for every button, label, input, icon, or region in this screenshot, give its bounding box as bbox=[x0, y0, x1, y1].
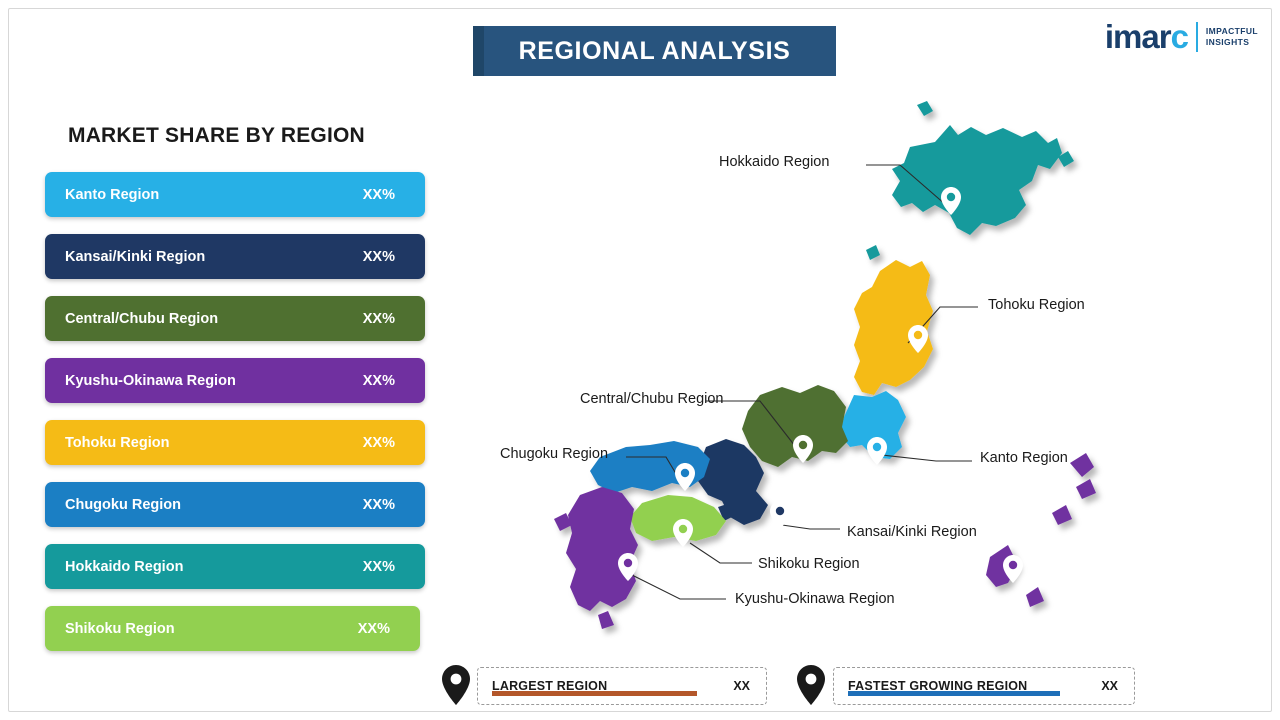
logo-tagline: IMPACTFUL INSIGHTS bbox=[1206, 26, 1258, 49]
largest-region-label: LARGEST REGION bbox=[492, 679, 608, 693]
legend-row[interactable]: Kanto Region XX% bbox=[45, 172, 425, 217]
legend-row-value: XX% bbox=[362, 372, 395, 389]
callout-leader-lines bbox=[626, 164, 978, 600]
pin-okinawa-icon bbox=[1003, 555, 1023, 583]
logo-tagline-line1: IMPACTFUL bbox=[1205, 25, 1258, 36]
panel-title: MARKET SHARE BY REGION bbox=[68, 124, 365, 147]
pin-kyushu-icon bbox=[618, 553, 638, 581]
logo-divider bbox=[1195, 22, 1198, 52]
map-label-central-chubu: Central/Chubu Region bbox=[580, 391, 724, 407]
legend-row-value: XX% bbox=[362, 434, 395, 451]
map-label-kansai-kinki: Kansai/Kinki Region bbox=[847, 524, 977, 540]
legend-row-label: Chugoku Region bbox=[65, 496, 181, 513]
region-hokkaido-islet-2 bbox=[1058, 151, 1074, 167]
page-title: REGIONAL ANALYSIS bbox=[518, 36, 791, 65]
region-hokkaido-islet-3 bbox=[866, 245, 880, 260]
legend-row[interactable]: Hokkaido Region XX% bbox=[45, 544, 425, 589]
largest-region-box: LARGEST REGION XX bbox=[477, 667, 767, 705]
region-legend-list: Kanto Region XX% Kansai/Kinki Region XX% Cen… bbox=[45, 172, 435, 668]
region-okinawa-5 bbox=[1026, 587, 1044, 607]
region-shikoku bbox=[630, 495, 726, 541]
map-label-chugoku: Chugoku Region bbox=[500, 446, 609, 462]
legend-row-label: Kanto Region bbox=[65, 186, 160, 203]
japan-map-svg bbox=[554, 101, 1096, 629]
japan-map: Hokkaido Region Tohoku Region Central/Chub… bbox=[430, 95, 1260, 665]
legend-row-value: XX% bbox=[362, 310, 395, 327]
pin-tohoku-icon bbox=[908, 325, 928, 353]
region-hokkaido-islet-1 bbox=[917, 101, 933, 116]
fastest-region-underline bbox=[848, 691, 1060, 696]
largest-region-pin-icon bbox=[442, 665, 470, 705]
region-kanto bbox=[840, 391, 906, 459]
pin-hokkaido-icon bbox=[941, 187, 961, 215]
legend-row-label: Shikoku Region bbox=[65, 620, 175, 637]
pin-shikoku-icon bbox=[673, 519, 693, 547]
region-kansai-kinki bbox=[698, 439, 768, 525]
map-label-kyushu-okinawa: Kyushu-Okinawa Region bbox=[735, 591, 895, 607]
legend-row[interactable]: Kyushu-Okinawa Region XX% bbox=[45, 358, 425, 403]
logo-tagline-line2: INSIGHTS bbox=[1205, 37, 1250, 47]
map-pins bbox=[618, 187, 1023, 583]
map-label-shikoku: Shikoku Region bbox=[758, 556, 860, 572]
legend-row[interactable]: Kansai/Kinki Region XX% bbox=[45, 234, 425, 279]
banner-accent-bar bbox=[473, 26, 484, 76]
pin-kansai-kinki-icon bbox=[770, 501, 790, 529]
map-label-kanto: Kanto Region bbox=[980, 450, 1068, 466]
region-tohoku bbox=[854, 260, 933, 395]
legend-row[interactable]: Chugoku Region XX% bbox=[45, 482, 425, 527]
imarc-logo: imarc IMPACTFUL INSIGHTS bbox=[1105, 16, 1258, 58]
pin-kanto-icon bbox=[867, 437, 887, 465]
region-hokkaido bbox=[892, 125, 1062, 235]
page-title-banner: REGIONAL ANALYSIS bbox=[473, 26, 836, 76]
map-label-tohoku: Tohoku Region bbox=[988, 297, 1085, 313]
legend-row-value: XX% bbox=[362, 186, 395, 203]
largest-region-value: XX bbox=[733, 679, 750, 693]
region-okinawa-1 bbox=[1070, 453, 1094, 477]
legend-row-value: XX% bbox=[357, 620, 390, 637]
legend-row-label: Kansai/Kinki Region bbox=[65, 248, 206, 265]
legend-row-label: Central/Chubu Region bbox=[65, 310, 219, 327]
legend-row[interactable]: Tohoku Region XX% bbox=[45, 420, 425, 465]
fastest-region-label: FASTEST GROWING REGION bbox=[848, 679, 1028, 693]
legend-row[interactable]: Central/Chubu Region XX% bbox=[45, 296, 425, 341]
region-kyushu-tail bbox=[598, 611, 614, 629]
map-label-hokkaido: Hokkaido Region bbox=[719, 154, 830, 170]
legend-row-label: Tohoku Region bbox=[65, 434, 170, 451]
fastest-region-value: XX bbox=[1101, 679, 1118, 693]
region-kyushu bbox=[566, 487, 638, 611]
legend-row-value: XX% bbox=[362, 248, 395, 265]
region-okinawa-3 bbox=[1052, 505, 1072, 525]
legend-row-label: Kyushu-Okinawa Region bbox=[65, 372, 236, 389]
legend-row-label: Hokkaido Region bbox=[65, 558, 184, 575]
largest-region-underline bbox=[492, 691, 697, 696]
legend-row-value: XX% bbox=[362, 558, 395, 575]
pin-central-chubu-icon bbox=[793, 435, 813, 463]
legend-row[interactable]: Shikoku Region XX% bbox=[45, 606, 420, 651]
fastest-region-box: FASTEST GROWING REGION XX bbox=[833, 667, 1135, 705]
region-kansai-awaji bbox=[718, 503, 736, 521]
logo-wordmark: imarc bbox=[1104, 18, 1189, 55]
fastest-region-pin-icon bbox=[797, 665, 825, 705]
legend-row-value: XX% bbox=[362, 496, 395, 513]
region-okinawa-2 bbox=[1076, 479, 1096, 499]
pin-chugoku-icon bbox=[675, 463, 695, 491]
region-kyushu-islet bbox=[554, 513, 572, 531]
region-central-chubu bbox=[742, 385, 848, 467]
